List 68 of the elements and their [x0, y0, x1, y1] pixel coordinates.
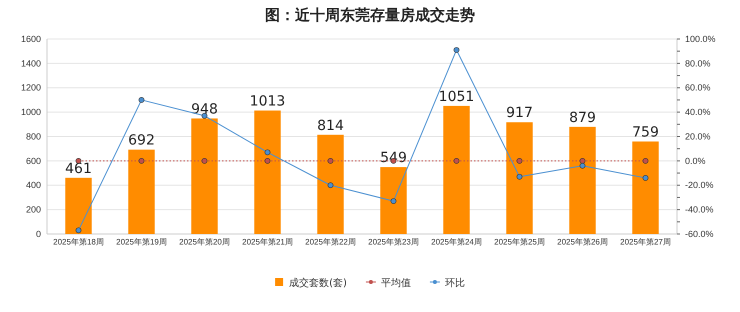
x-tick-label: 2025年第20周 [179, 238, 230, 247]
point [642, 158, 648, 164]
y-tick-label: 1000 [20, 107, 41, 118]
y2-tick-label: -20.0% [685, 180, 714, 190]
point [580, 162, 586, 169]
chart-title: 图：近十周东莞存量房成交走势 [265, 6, 475, 24]
point [516, 174, 522, 180]
x-tick-label: 2025年第24周 [431, 238, 482, 247]
point [642, 175, 648, 181]
point [264, 158, 270, 164]
data-label: 917 [506, 105, 533, 122]
y-tick-label: 1400 [20, 58, 41, 68]
legend-label: 成交套数(套) [289, 277, 347, 289]
x-tick-label: 2025年第19周 [116, 238, 167, 247]
data-label: 759 [632, 124, 659, 140]
point [202, 158, 208, 164]
x-tick-label: 2025年第22周 [305, 238, 356, 247]
x-tick-label: 2025年第25周 [494, 238, 545, 247]
point [328, 182, 334, 188]
point [138, 97, 144, 103]
x-tick-label: 2025年第18周 [53, 238, 104, 247]
y-tick-label: 1600 [20, 34, 41, 44]
point [454, 158, 460, 164]
bar [569, 126, 596, 234]
legend-label: 环比 [444, 277, 465, 289]
bar [443, 106, 470, 234]
y2-tick-label: 80.0% [685, 58, 711, 68]
x-tick-label: 2025年第21周 [242, 238, 293, 247]
legend-label: 平均值 [380, 277, 411, 289]
bar [317, 134, 344, 234]
data-label: 461 [65, 160, 92, 177]
point [138, 158, 144, 164]
bar [632, 141, 659, 234]
point [328, 158, 334, 164]
y-tick-label: 800 [26, 131, 41, 142]
point [516, 158, 522, 164]
data-label: 814 [317, 118, 344, 134]
y2-tick-label: 20.0% [685, 131, 711, 142]
bar [65, 178, 92, 234]
y-tick-label: 0 [36, 228, 41, 239]
point [264, 149, 270, 156]
y2-tick-label: 0.0% [685, 156, 706, 166]
bar [506, 122, 533, 234]
y2-tick-label: -60.0% [685, 228, 714, 239]
x-tick-label: 2025年第27周 [620, 238, 671, 247]
y-tick-label: 200 [26, 204, 41, 215]
y-tick-label: 400 [26, 180, 41, 190]
bar [191, 118, 218, 234]
bar [380, 167, 407, 234]
y-tick-label: 600 [26, 156, 41, 166]
bar [254, 110, 281, 234]
point [580, 158, 586, 164]
point [76, 227, 82, 234]
point [390, 198, 396, 204]
x-tick-label: 2025年第26周 [557, 238, 608, 247]
y2-tick-label: 100.0% [685, 34, 716, 44]
point [454, 47, 460, 53]
y-tick-label: 1200 [20, 82, 41, 93]
data-label: 948 [191, 101, 218, 118]
y2-tick-label: 40.0% [685, 107, 711, 118]
data-label: 879 [569, 110, 596, 126]
data-label: 692 [128, 132, 155, 149]
y2-tick-label: 60.0% [685, 82, 711, 93]
x-tick-label: 2025年第23周 [368, 238, 419, 247]
y2-tick-label: -40.0% [685, 204, 714, 215]
data-label: 1013 [250, 94, 286, 110]
data-label: 1051 [438, 88, 474, 105]
bar [128, 150, 155, 234]
